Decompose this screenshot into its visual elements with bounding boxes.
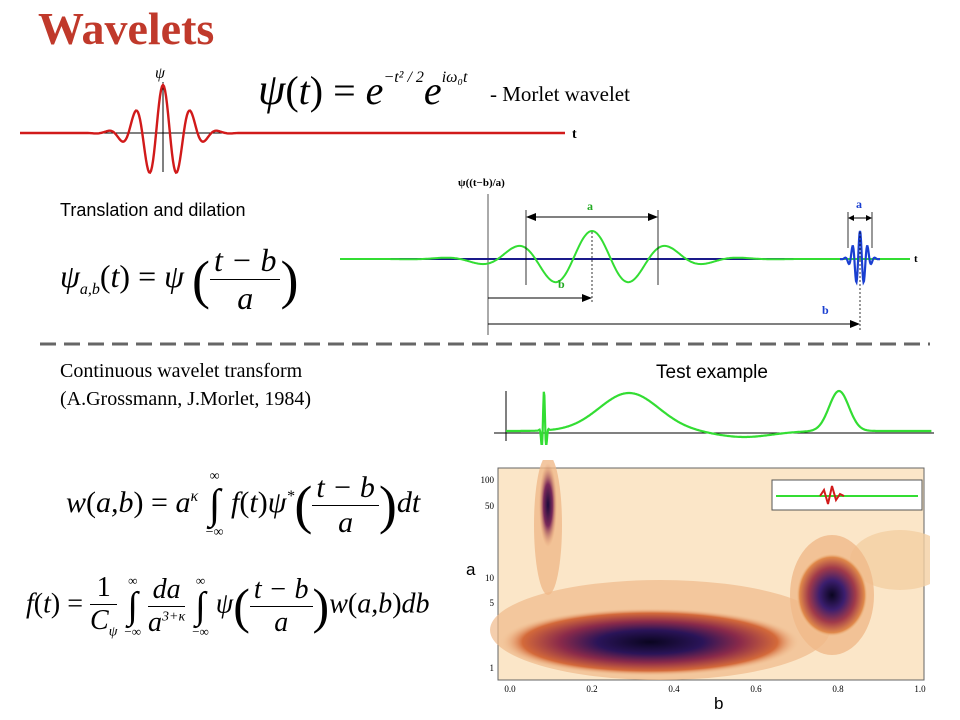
scalogram-plot: 100 50 10 5 1 0.0 0.2 0.4 0.6 0.8 1.0 [481, 460, 930, 694]
scalogram-x-axis-label: b [714, 694, 724, 713]
translation-label: Translation and dilation [60, 200, 246, 220]
y-tick-label: 50 [485, 501, 495, 511]
b-label-green: b [558, 277, 565, 291]
slide-title: Wavelets [38, 3, 215, 54]
test-signal-curve [506, 389, 932, 445]
dilation-plot: ψ((t−b)/a) t a b a b [340, 177, 918, 335]
x-tick-label: 0.6 [750, 684, 762, 694]
test-example-label: Test example [656, 362, 768, 383]
morlet-label: - Morlet wavelet [490, 82, 630, 106]
morlet-wavelet-plot: ψ t [20, 65, 577, 175]
dilation-y-label: ψ((t−b)/a) [458, 177, 505, 189]
y-tick-label: 1 [490, 663, 495, 673]
inverse-cwt-formula: f(t) = 1 Cψ ∞ ∫ −∞ da a3+κ ∞ ∫ −∞ ψ(t − b a)w(a… [26, 572, 430, 640]
dilation-x-label: t [914, 253, 918, 265]
morlet-x-axis-label: t [572, 127, 577, 142]
scalogram-y-ticks: 100 50 10 5 1 [481, 475, 495, 673]
x-tick-label: 0.2 [586, 684, 597, 694]
test-signal-plot [494, 385, 934, 445]
scalogram-y-axis-label: a [466, 560, 476, 579]
a-label-green: a [587, 199, 593, 213]
scalogram-x-ticks: 0.0 0.2 0.4 0.6 0.8 1.0 [504, 684, 926, 694]
dilated-wavelet-curve [340, 229, 910, 284]
section-divider [40, 342, 930, 346]
a-label-blue: a [856, 197, 862, 211]
cwt-formula: w(a,b) = aκ ∞ ∫ −∞ f(t)ψ*(t − b a)dt [66, 469, 421, 540]
dilation-formula: ψa,b(t) = ψ (t − b a) [60, 242, 299, 316]
y-tick-label: 5 [490, 598, 495, 608]
y-tick-label: 10 [485, 573, 495, 583]
x-tick-label: 0.0 [504, 684, 516, 694]
x-tick-label: 1.0 [914, 684, 926, 694]
scalogram-right-blob [796, 553, 868, 637]
morlet-curve [20, 83, 565, 175]
cwt-citation: (A.Grossmann, J.Morlet, 1984) [60, 388, 312, 410]
scalogram-low-scale-blob [500, 608, 800, 676]
x-tick-label: 0.4 [668, 684, 680, 694]
cwt-title: Continuous wavelet transform [60, 360, 303, 382]
y-tick-label: 100 [481, 475, 495, 485]
morlet-y-axis-label: ψ [155, 65, 166, 82]
morlet-formula: ψ(t) = e−t² / 2eiω₀t [258, 65, 468, 114]
b-label-blue: b [822, 303, 829, 317]
scalogram-spike [539, 463, 557, 547]
x-tick-label: 0.8 [832, 684, 844, 694]
narrow-wavelet-curve [840, 230, 880, 286]
